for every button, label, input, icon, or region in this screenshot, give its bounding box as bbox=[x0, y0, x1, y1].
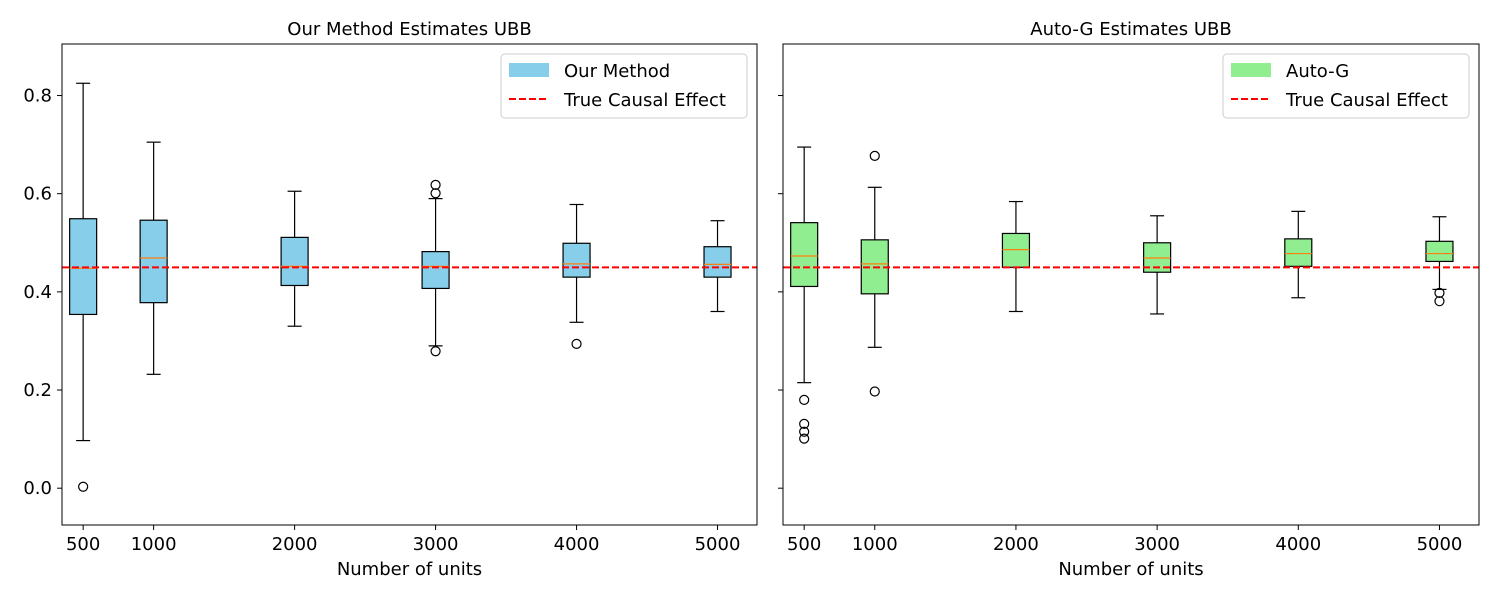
outlier-point bbox=[799, 433, 810, 444]
box-5000 bbox=[1425, 216, 1454, 307]
x-tick-label: 500 bbox=[787, 534, 821, 555]
iqr-box bbox=[421, 251, 450, 290]
outlier-point bbox=[78, 481, 89, 492]
axes-frame bbox=[61, 43, 758, 526]
chart-panel-1: Our Method Estimates UBB 0.0 0.2 0.4 0.6 0.8 5… bbox=[23, 19, 758, 580]
box-4000 bbox=[1284, 210, 1313, 299]
y-tick-label: 0.8 bbox=[23, 86, 52, 107]
legend: Our Method True Causal Effect bbox=[500, 53, 748, 119]
y-tick-label: 0.6 bbox=[23, 184, 52, 205]
chart-title: Our Method Estimates UBB bbox=[287, 19, 531, 40]
chart-title: Auto-G Estimates UBB bbox=[1030, 19, 1231, 40]
iqr-box bbox=[1284, 238, 1313, 267]
outlier-point bbox=[571, 338, 582, 349]
outlier-point bbox=[1434, 287, 1445, 298]
outlier-point bbox=[430, 179, 441, 190]
legend-label-series: Our Method bbox=[564, 61, 670, 82]
x-tick-label: 3000 bbox=[1134, 534, 1180, 555]
x-tick-label: 3000 bbox=[413, 534, 459, 555]
chart-panel-2: Auto-G Estimates UBB 500 1000 2000 3000 4000 5… bbox=[778, 19, 1480, 580]
iqr-box bbox=[790, 222, 819, 288]
legend-box bbox=[1222, 53, 1470, 119]
x-tick-label: 2000 bbox=[993, 534, 1039, 555]
legend-box bbox=[500, 53, 748, 119]
box-1000 bbox=[139, 141, 168, 375]
box-3000 bbox=[421, 179, 450, 357]
box-4000 bbox=[562, 203, 591, 349]
legend-swatch-series bbox=[1231, 63, 1271, 77]
iqr-box bbox=[1425, 240, 1454, 263]
x-tick-label: 5000 bbox=[695, 534, 741, 555]
outlier-point bbox=[799, 394, 810, 405]
x-tick-label: 1000 bbox=[852, 534, 898, 555]
outlier-point bbox=[1434, 296, 1445, 307]
outlier-point bbox=[869, 386, 880, 397]
x-tick-label: 500 bbox=[66, 534, 100, 555]
iqr-box bbox=[562, 242, 591, 278]
iqr-box bbox=[280, 236, 309, 287]
outlier-point bbox=[869, 150, 880, 162]
legend-swatch-series bbox=[509, 63, 549, 77]
legend: Auto-G True Causal Effect bbox=[1222, 53, 1470, 119]
x-tick-label: 2000 bbox=[272, 534, 318, 555]
outlier-point bbox=[430, 346, 441, 357]
y-tick-label: 0.0 bbox=[23, 478, 52, 499]
x-axis-label: Number of units bbox=[1058, 559, 1203, 580]
legend-label-reference: True Causal Effect bbox=[563, 90, 726, 111]
iqr-box bbox=[139, 219, 168, 304]
legend-label-series: Auto-G bbox=[1286, 61, 1349, 82]
outlier-point bbox=[799, 418, 810, 429]
x-tick-label: 4000 bbox=[554, 534, 600, 555]
y-tick-label: 0.4 bbox=[23, 282, 52, 303]
x-tick-label: 1000 bbox=[131, 534, 177, 555]
x-tick-label: 4000 bbox=[1275, 534, 1321, 555]
outlier-point bbox=[430, 188, 441, 199]
iqr-box bbox=[703, 246, 732, 278]
x-axis-label: Number of units bbox=[337, 559, 482, 580]
x-tick-label: 5000 bbox=[1417, 534, 1463, 555]
iqr-box bbox=[1001, 232, 1031, 268]
axes-frame bbox=[782, 43, 1480, 526]
legend-label-reference: True Causal Effect bbox=[1285, 90, 1448, 111]
outlier-point bbox=[799, 426, 810, 437]
y-tick-label: 0.2 bbox=[23, 380, 52, 401]
box-5000 bbox=[703, 220, 732, 313]
box-500 bbox=[790, 146, 819, 444]
